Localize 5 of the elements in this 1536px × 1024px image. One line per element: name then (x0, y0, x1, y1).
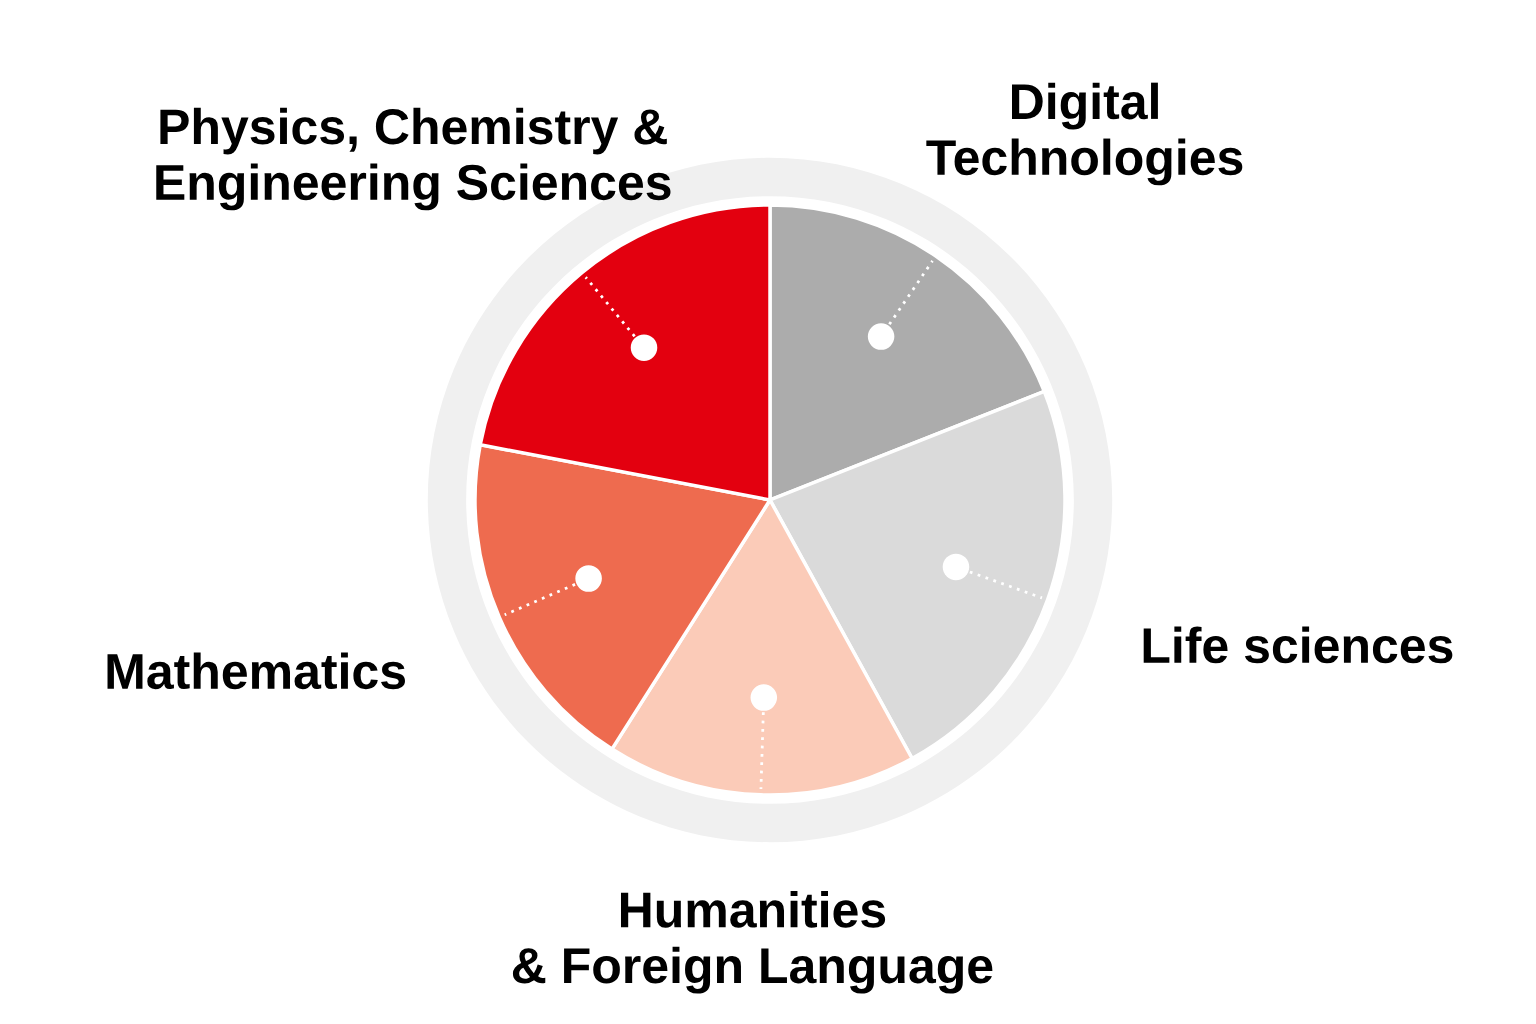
slice-label: Life sciences (1143, 626, 1453, 664)
slice-label: Physics, Chemistry & Engineering Sciences (156, 107, 671, 211)
slice-label: Digital Technologies (926, 82, 1243, 186)
slice-label: Humanities & Foreign Language (512, 891, 993, 994)
slice-label: Mathematics (107, 652, 405, 690)
